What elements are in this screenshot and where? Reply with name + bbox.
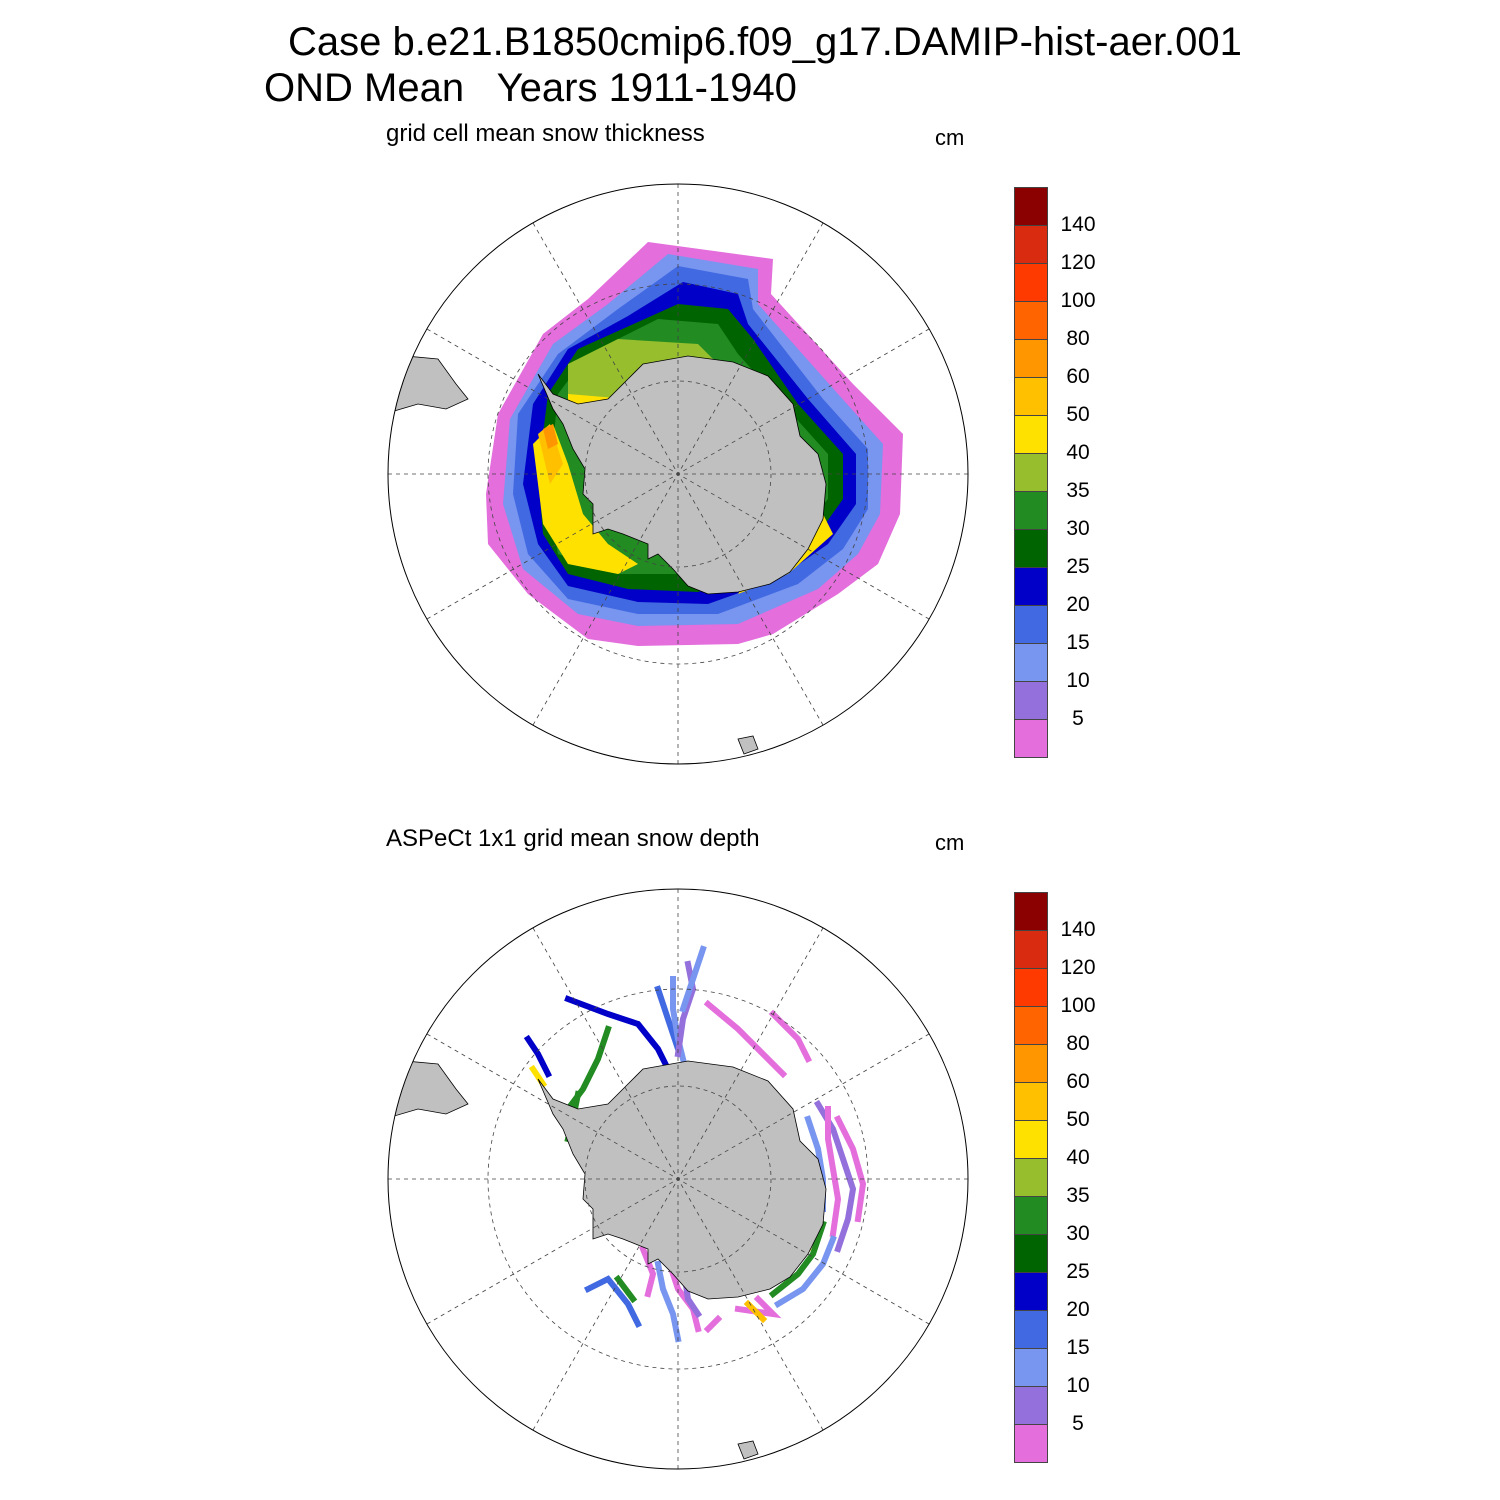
colorbar-swatch — [1014, 719, 1048, 758]
colorbar-label: 25 — [1066, 555, 1090, 578]
obs-track — [654, 1260, 682, 1343]
colorbar-label: 15 — [1066, 1336, 1090, 1359]
colorbar-label: 40 — [1066, 441, 1090, 464]
colorbar-swatch — [1014, 1234, 1048, 1273]
colorbar-swatch — [1014, 1082, 1048, 1121]
colorbar-label: 140 — [1060, 918, 1096, 941]
colorbar-swatch — [1014, 263, 1048, 302]
colorbar-label: 35 — [1066, 479, 1090, 502]
colorbar-label: 15 — [1066, 631, 1090, 654]
colorbar-swatch — [1014, 225, 1048, 264]
colorbar-label: 20 — [1066, 1298, 1090, 1321]
panel1-colorbar — [1014, 187, 1050, 758]
colorbar-swatch — [1014, 1006, 1048, 1045]
colorbar-swatch — [1014, 415, 1048, 454]
antarctica-land — [537, 1060, 827, 1300]
colorbar-swatch — [1014, 1310, 1048, 1349]
obs-track — [583, 1275, 643, 1329]
colorbar-label: 60 — [1066, 1070, 1090, 1093]
colorbar-swatch — [1014, 681, 1048, 720]
colorbar-label: 60 — [1066, 365, 1090, 388]
colorbar-swatch — [1014, 377, 1048, 416]
colorbar-swatch — [1014, 339, 1048, 378]
colorbar-swatch — [1014, 930, 1048, 969]
colorbar-swatch — [1014, 1158, 1048, 1197]
colorbar-label: 5 — [1072, 1412, 1084, 1435]
snow-band-50-60 — [538, 424, 563, 484]
colorbar-swatch — [1014, 1386, 1048, 1425]
colorbar-label: 35 — [1066, 1184, 1090, 1207]
colorbar-label: 25 — [1066, 1260, 1090, 1283]
colorbar-swatch — [1014, 187, 1048, 226]
obs-track — [679, 945, 707, 1013]
island-land — [737, 735, 759, 755]
colorbar-label: 30 — [1066, 517, 1090, 540]
colorbar-label: 50 — [1066, 403, 1090, 426]
obs-track — [654, 985, 682, 1053]
obs-track — [743, 1299, 768, 1324]
obs-track — [613, 1274, 638, 1304]
panel1-subtitle: grid cell mean snow thickness — [386, 120, 705, 147]
obs-track — [773, 1235, 837, 1309]
colorbar-swatch — [1014, 529, 1048, 568]
colorbar-label: 50 — [1066, 1108, 1090, 1131]
colorbar-label: 80 — [1066, 1032, 1090, 1055]
obs-track — [674, 960, 697, 1058]
panel2-units: cm — [935, 830, 965, 855]
panel2-colorbar — [1014, 892, 1050, 1463]
obs-track — [703, 999, 788, 1079]
colorbar-label: 40 — [1066, 1146, 1090, 1169]
case-title: Case b.e21.B1850cmip6.f09_g17.DAMIP-hist… — [288, 20, 1242, 64]
obs-track — [639, 1245, 657, 1298]
panel2-subtitle: ASPeCt 1x1 grid mean snow depth — [386, 825, 760, 852]
panel2-map — [387, 888, 969, 1470]
colorbar-swatch — [1014, 1196, 1048, 1235]
colorbar-swatch — [1014, 1044, 1048, 1083]
colorbar-label: 30 — [1066, 1222, 1090, 1245]
colorbar-swatch — [1014, 301, 1048, 340]
colorbar-label: 20 — [1066, 593, 1090, 616]
colorbar-swatch — [1014, 968, 1048, 1007]
obs-track — [734, 1294, 782, 1319]
colorbar-swatch — [1014, 1348, 1048, 1387]
obs-track — [768, 1220, 827, 1299]
obs-track — [528, 1064, 548, 1089]
obs-track — [825, 1106, 842, 1238]
colorbar-label: 140 — [1060, 213, 1096, 236]
colorbar-label: 5 — [1072, 707, 1084, 730]
colorbar-swatch — [1014, 643, 1048, 682]
colorbar-swatch — [1014, 491, 1048, 530]
colorbar-swatch — [1014, 605, 1048, 644]
island-land — [737, 1440, 759, 1460]
panel1-map — [387, 183, 969, 765]
colorbar-label: 100 — [1060, 994, 1096, 1017]
colorbar-swatch — [1014, 567, 1048, 606]
colorbar-swatch — [1014, 453, 1048, 492]
snow-band-60-80 — [543, 424, 558, 449]
obs-track — [768, 1009, 813, 1064]
colorbar-label: 10 — [1066, 669, 1090, 692]
period-title: OND Mean Years 1911-1940 — [264, 66, 797, 110]
obs-track — [703, 1314, 723, 1334]
panel1-units: cm — [935, 125, 965, 150]
colorbar-label: 100 — [1060, 289, 1096, 312]
obs-track — [564, 995, 673, 1074]
colorbar-label: 120 — [1060, 956, 1096, 979]
colorbar-label: 10 — [1066, 1374, 1090, 1397]
colorbar-swatch — [1014, 1424, 1048, 1463]
colorbar-label: 80 — [1066, 327, 1090, 350]
colorbar-swatch — [1014, 1120, 1048, 1159]
obs-track — [833, 1114, 867, 1223]
obs-track — [523, 1034, 553, 1079]
colorbar-swatch — [1014, 1272, 1048, 1311]
colorbar-label: 120 — [1060, 251, 1096, 274]
antarctica-land — [537, 355, 827, 595]
colorbar-swatch — [1014, 892, 1048, 931]
